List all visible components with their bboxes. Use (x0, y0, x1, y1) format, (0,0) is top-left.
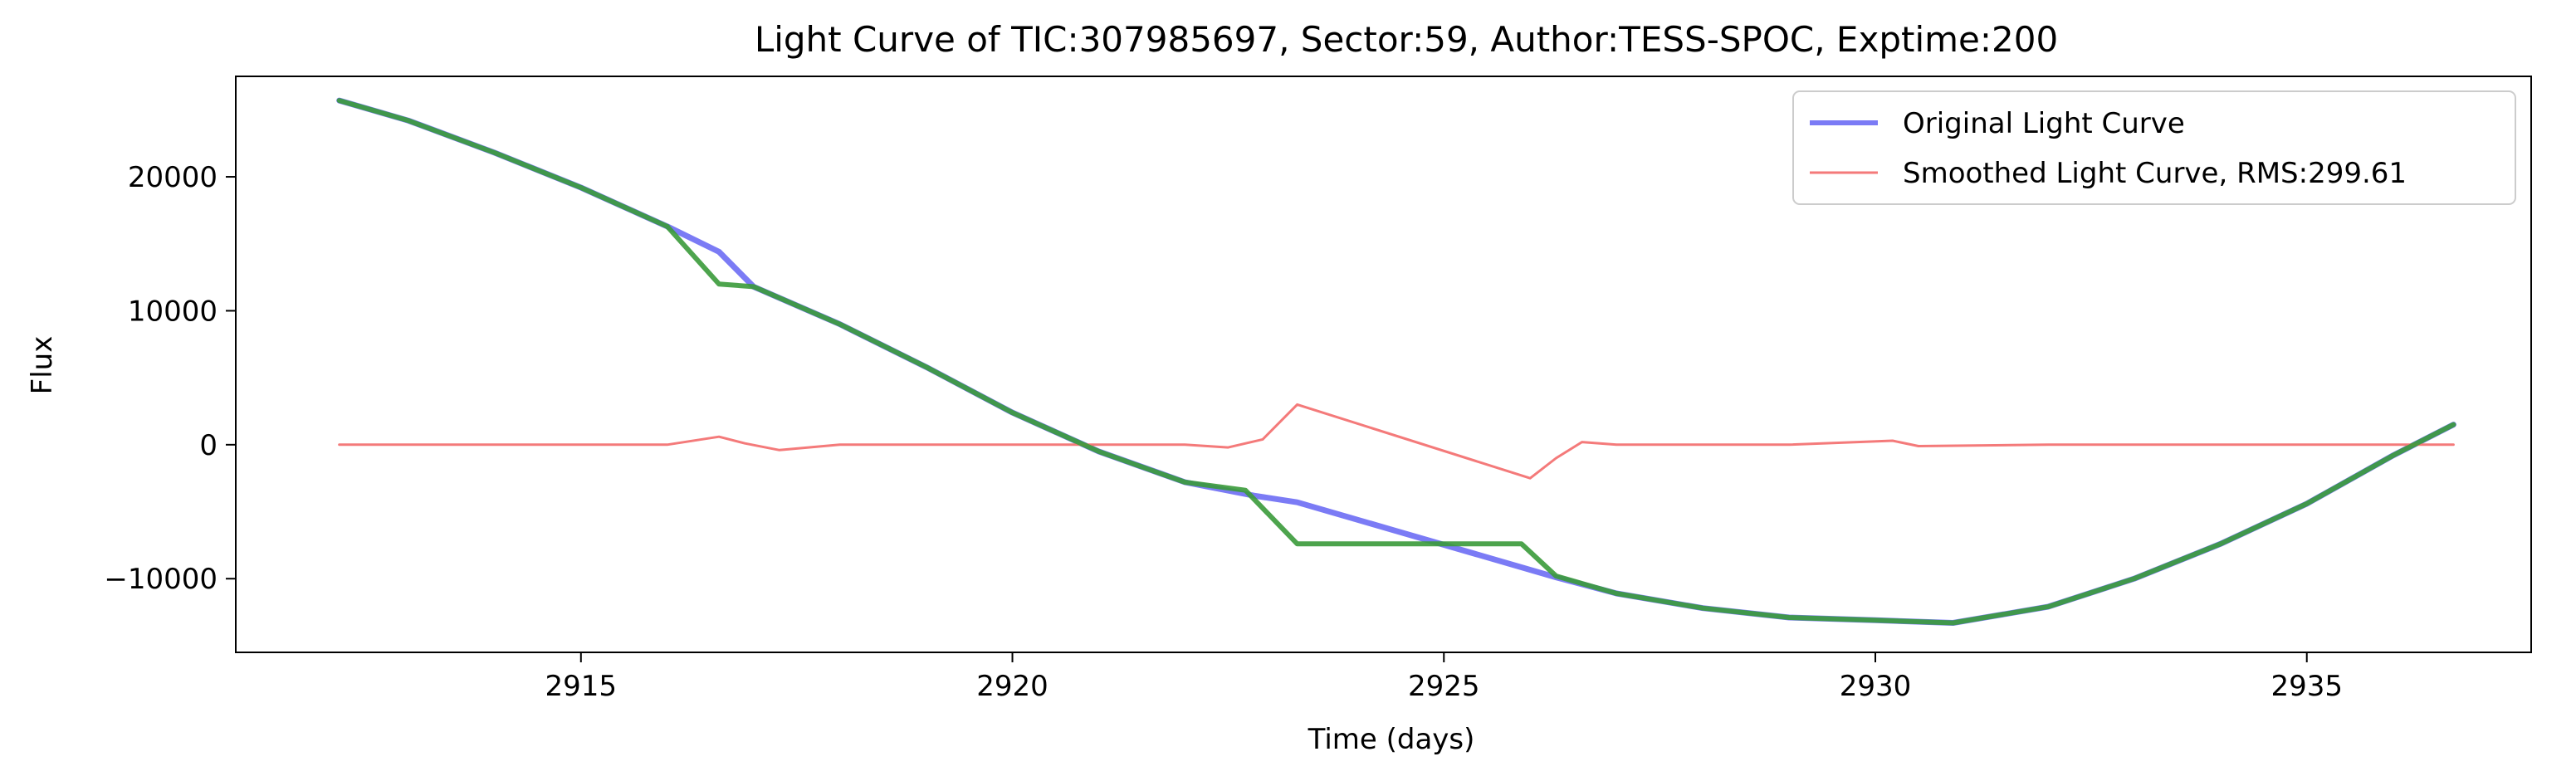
y-tick-label: 10000 (128, 295, 218, 328)
y-tick-label: 0 (199, 429, 218, 462)
x-tick-label: 2930 (1840, 670, 1912, 703)
legend-label-smoothed: Smoothed Light Curve, RMS:299.61 (1903, 157, 2407, 190)
legend-label-original: Original Light Curve (1903, 107, 2185, 140)
x-axis-label: Time (days) (1308, 723, 1475, 756)
y-tick-label: −10000 (104, 563, 218, 596)
series-layer (336, 97, 2456, 626)
x-tick-label: 2920 (976, 670, 1048, 703)
legend: Original Light Curve Smoothed Light Curv… (1792, 90, 2516, 205)
x-axis: 2915 2920 2925 2930 2935 (545, 652, 2343, 703)
x-tick-label: 2935 (2270, 670, 2343, 703)
series-smoothed-line (338, 403, 2455, 480)
x-tick-label: 2915 (545, 670, 618, 703)
series-trend-line (336, 98, 2456, 626)
y-axis-label: Flux (26, 336, 59, 395)
legend-box (1792, 90, 2516, 205)
chart-title: Light Curve of TIC:307985697, Sector:59,… (755, 19, 2058, 60)
x-tick-label: 2925 (1408, 670, 1480, 703)
y-axis: −10000 0 10000 20000 (104, 161, 236, 596)
plot-frame (235, 76, 2532, 653)
y-tick-label: 20000 (128, 161, 218, 194)
